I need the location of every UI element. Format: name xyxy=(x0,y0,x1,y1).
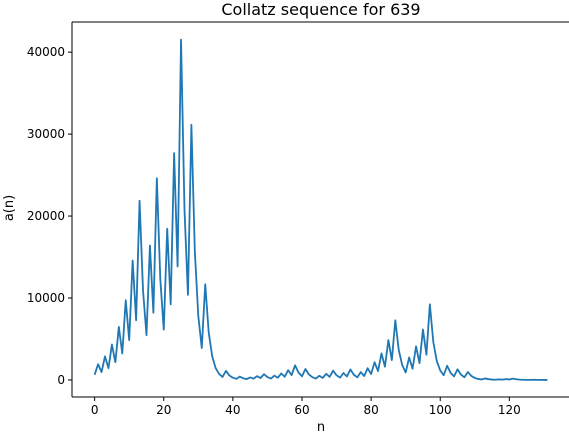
y-axis-ticks: 0 10000 20000 30000 40000 xyxy=(27,45,72,387)
x-tick-label: 20 xyxy=(156,403,171,417)
x-axis-ticks: 0 20 40 60 80 100 120 xyxy=(91,397,521,417)
x-tick-label: 100 xyxy=(429,403,452,417)
x-tick-label: 80 xyxy=(363,403,378,417)
y-tick-label: 10000 xyxy=(27,291,65,305)
y-tick-label: 40000 xyxy=(27,45,65,59)
y-tick-label: 20000 xyxy=(27,209,65,223)
series-line-0 xyxy=(93,38,548,381)
x-tick-label: 0 xyxy=(91,403,99,417)
axes-frame xyxy=(71,21,569,398)
chart-title: Collatz sequence for 639 xyxy=(221,0,420,19)
plot-area xyxy=(93,38,548,381)
x-tick-label: 60 xyxy=(294,403,309,417)
x-tick-label: 40 xyxy=(225,403,240,417)
x-tick-label: 120 xyxy=(498,403,521,417)
y-axis-label: a(n) xyxy=(2,195,17,221)
y-tick-label: 30000 xyxy=(27,127,65,141)
x-axis-label: n xyxy=(317,420,325,435)
y-tick-label: 0 xyxy=(57,373,65,387)
